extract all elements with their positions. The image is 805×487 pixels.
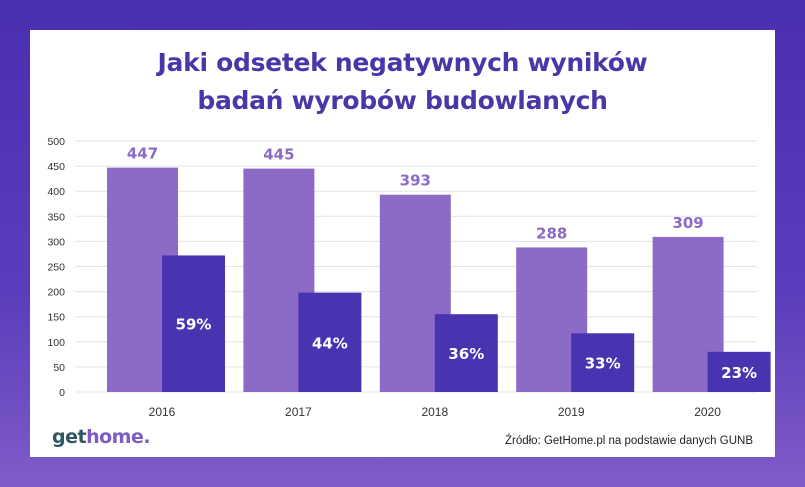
bar-percent-2020 [707,351,771,392]
bar-percent-2019 [571,333,635,392]
gethome-logo: gethome. [52,426,151,448]
data-label-count-2017: 445 [263,146,294,164]
data-label-count-2019: 288 [536,224,567,242]
logo-text-get: get [52,426,87,448]
bar-chart: 0 50 100 150 200 250 300 350 400 450 500 447 59% 2016… [47,136,771,419]
y-tick-label-200: 200 [47,287,65,299]
y-tick-label-250: 250 [47,262,65,274]
logo-dot: . [143,426,151,448]
data-label-percent-2017: 44% [312,334,348,352]
y-tick-label-0: 0 [59,387,65,399]
chart-title: Jaki odsetek negatywnych wyników badań w… [30,44,775,120]
chart-title-line-1: Jaki odsetek negatywnych wyników [157,48,648,77]
data-label-count-2020: 309 [672,214,703,232]
y-tick-label-400: 400 [47,186,65,198]
y-tick-label-150: 150 [47,312,65,324]
y-tick-label-350: 350 [47,211,65,223]
bar-percent-2018 [434,314,498,392]
data-label-count-2018: 393 [400,172,431,190]
y-tick-label-50: 50 [53,362,65,374]
y-tick-label-450: 450 [47,161,65,173]
x-tick-label-2016: 2016 [149,405,176,419]
y-tick-label-300: 300 [47,236,65,248]
data-label-percent-2020: 23% [721,364,757,382]
data-label-percent-2019: 33% [585,355,621,373]
y-tick-label-100: 100 [47,337,65,349]
x-tick-label-2019: 2019 [558,405,585,419]
logo-text-home: home [86,426,144,448]
chart-card: Jaki odsetek negatywnych wyników badań w… [30,30,775,457]
data-label-count-2016: 447 [127,145,158,163]
x-tick-label-2020: 2020 [694,405,721,419]
data-label-percent-2018: 36% [448,345,484,363]
bar-percent-2017 [298,292,362,392]
data-label-percent-2016: 59% [176,316,212,334]
source-note: Źródło: GetHome.pl na podstawie danych G… [504,435,753,447]
chart-title-line-2: badań wyrobów budowlanych [197,86,608,115]
bar-percent-2016 [162,255,225,392]
y-tick-label-500: 500 [47,136,65,148]
x-tick-label-2017: 2017 [285,405,312,419]
x-tick-label-2018: 2018 [421,405,448,419]
